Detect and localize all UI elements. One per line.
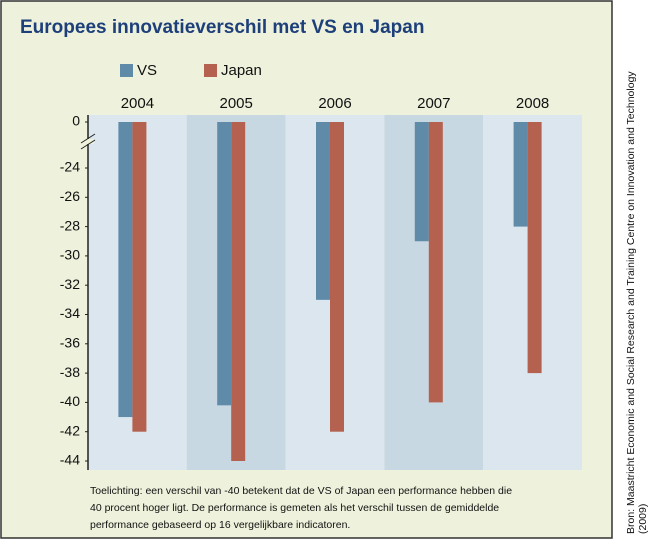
bar	[513, 122, 528, 227]
x-tick-label: 2008	[516, 95, 549, 112]
bar	[118, 122, 133, 418]
axis-break	[80, 139, 96, 150]
note-line: Toelichting: een verschil van -40 beteke…	[90, 485, 512, 497]
y-tick-label: -30	[60, 247, 80, 263]
bar	[527, 122, 542, 374]
legend-swatch	[120, 64, 133, 77]
y-tick-label: -44	[60, 452, 80, 468]
chart-title: Europees innovatieverschil met VS en Jap…	[20, 17, 424, 38]
axis-break-gap	[82, 139, 94, 144]
axis-break	[80, 133, 96, 144]
bar	[316, 122, 330, 300]
legend-label: VS	[137, 62, 157, 79]
source-line: Bron: Maastricht Economic and Social Res…	[625, 71, 637, 534]
y-tick-label: -34	[60, 305, 80, 321]
bar	[414, 122, 429, 242]
y-tick-label: -28	[60, 217, 80, 233]
x-tick-label: 2006	[318, 95, 351, 112]
y-tick-label: -26	[60, 188, 80, 204]
y-tick-label: -38	[60, 364, 80, 380]
note-line: 40 procent hoger ligt. De performance is…	[90, 502, 499, 514]
y-tick-label: -24	[60, 159, 80, 175]
legend-swatch	[204, 64, 217, 77]
x-tick-label: 2005	[220, 95, 253, 112]
bar	[231, 122, 246, 461]
y-tick-label: -40	[60, 393, 80, 409]
bar	[217, 122, 232, 406]
bar	[330, 122, 344, 432]
bar	[428, 122, 443, 403]
y-tick-label: -36	[60, 335, 80, 351]
legend-label: Japan	[221, 62, 262, 79]
y-tick-label: -32	[60, 276, 80, 292]
note-line: performance gebaseerd op 16 vergelijkbar…	[90, 519, 350, 531]
bar	[132, 122, 147, 432]
y-tick-label: 0	[72, 113, 80, 129]
y-tick-label: -42	[60, 422, 80, 438]
x-tick-label: 2007	[417, 95, 450, 112]
x-tick-label: 2004	[121, 95, 154, 112]
source-line: (2009)	[637, 504, 649, 534]
